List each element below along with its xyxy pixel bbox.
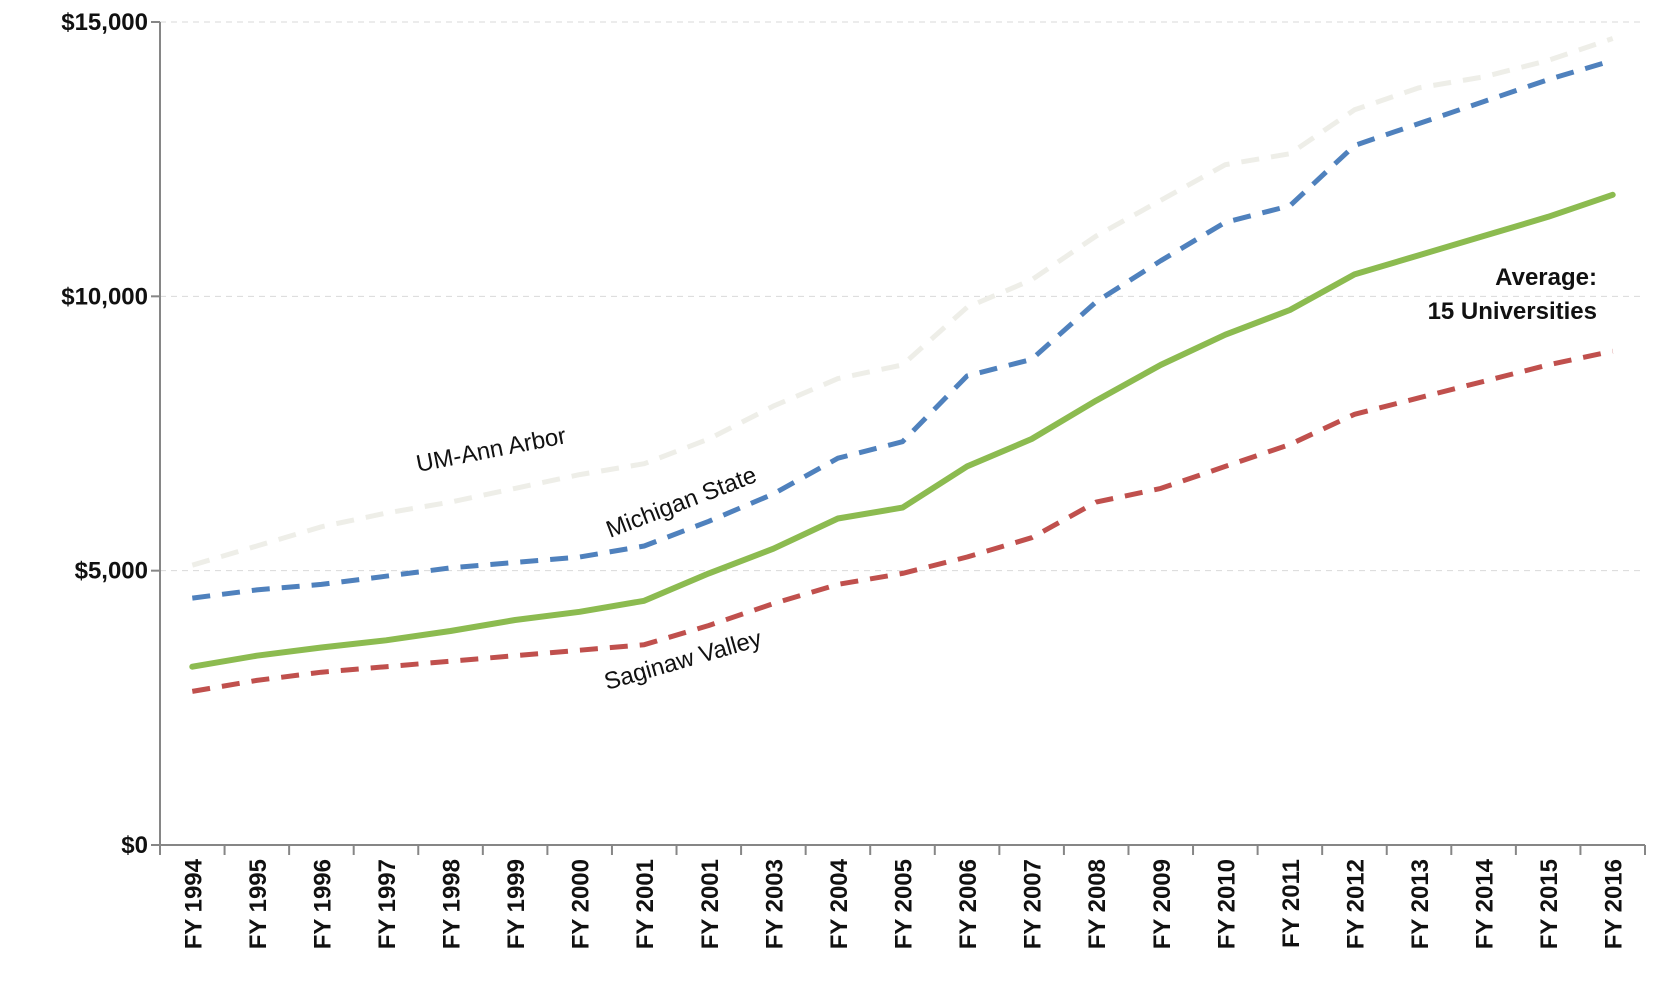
average-label-line1: Average: bbox=[1495, 264, 1597, 291]
x-tick-label: FY 1996 bbox=[309, 859, 336, 949]
x-tick-label: FY 2011 bbox=[1278, 859, 1305, 948]
x-tick-label: FY 1995 bbox=[245, 859, 272, 949]
x-tick-label: FY 2015 bbox=[1536, 859, 1563, 949]
x-tick-label: FY 2014 bbox=[1472, 858, 1499, 949]
series-line-michigan-state bbox=[191, 58, 1614, 601]
y-tick-label: $5,000 bbox=[75, 558, 148, 585]
x-tick-label: FY 2012 bbox=[1342, 859, 1369, 949]
x-tick-label: FY 1994 bbox=[180, 858, 207, 949]
x-tick-label: FY 1998 bbox=[439, 859, 466, 949]
average-label-line2: 15 Universities bbox=[1428, 298, 1597, 325]
x-tick-label: FY 2003 bbox=[761, 859, 788, 949]
series-lines bbox=[189, 36, 1616, 694]
series-line-saginaw-valley bbox=[191, 348, 1614, 694]
axes: $0 $5,000 $10,000 $15,000 FY 1994 FY 1995 FY 1… bbox=[61, 9, 1646, 949]
x-tick-label: FY 2013 bbox=[1407, 859, 1434, 949]
x-tick-label: FY 2008 bbox=[1084, 859, 1111, 949]
x-tick-label: FY 2004 bbox=[826, 858, 853, 949]
x-tick-label: FY 1997 bbox=[374, 859, 401, 949]
x-tick-label: FY 2000 bbox=[568, 859, 595, 949]
x-tick-label: FY 2006 bbox=[955, 859, 982, 949]
x-tick-label: FY 2010 bbox=[1213, 859, 1240, 949]
x-tick-label: FY 2009 bbox=[1149, 859, 1176, 949]
annotations: UM-Ann Arbor Michigan State Saginaw Vall… bbox=[414, 264, 1597, 696]
x-tick-label: FY 2001 bbox=[697, 859, 724, 949]
y-tick-label: $15,000 bbox=[61, 9, 148, 36]
series-line-um-ann-arbor bbox=[191, 36, 1614, 568]
y-tick-label: $0 bbox=[121, 832, 148, 859]
x-tick-label: FY 1999 bbox=[503, 859, 530, 949]
y-tick-label: $10,000 bbox=[61, 283, 148, 310]
x-tick-label: FY 2016 bbox=[1601, 859, 1628, 949]
x-tick-label: FY 2005 bbox=[891, 859, 918, 949]
x-tick-label: FY 2001 bbox=[632, 859, 659, 949]
x-tick-label: FY 2007 bbox=[1020, 859, 1047, 949]
series-line-average-15-universities bbox=[189, 191, 1616, 670]
um-ann-arbor-label: UM-Ann Arbor bbox=[414, 422, 568, 478]
gridlines bbox=[160, 21, 1645, 572]
